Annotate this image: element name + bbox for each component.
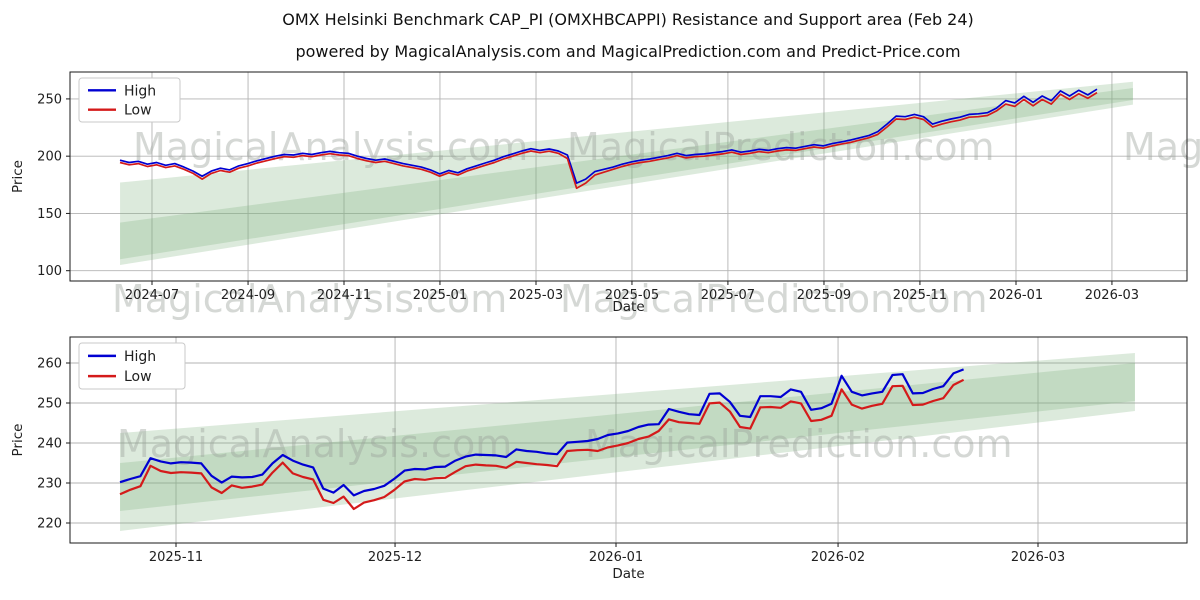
axes-frame [69,71,1188,282]
y-tick-label: 250 [37,397,62,412]
watermark-text: MagicalPrediction.com [585,422,1013,466]
legend: High Low [78,77,181,123]
legend-low-label: Low [124,103,152,119]
high-line [119,88,1098,184]
watermark-text: MagicalAnalysis.com [112,277,507,321]
chart-title: OMX Helsinki Benchmark CAP_PI (OMXHBCAPP… [282,10,974,29]
x-tick-label: 2026-02 [811,550,865,565]
top-chart-foreground: 2024-07 2024-09 2024-11 2025-01 2025-03 2025-… [10,71,1188,315]
watermark-text: MagicalAnalysis.com [117,422,512,466]
x-tick-label: 2026-01 [589,550,643,565]
x-tick-label: 2025-12 [368,550,422,565]
x-tick-label: 2025-05 [605,288,659,303]
legend-high-label: High [124,349,156,365]
x-tick-label: 2024-09 [221,288,275,303]
legend-high-label: High [124,83,156,99]
y-tick-label: 150 [37,207,62,222]
x-tick-label: 2025-11 [893,288,947,303]
y-tick-label: 100 [37,264,62,279]
x-tick-label: 2025-07 [701,288,755,303]
watermark-text: MagicalPrediction.com [560,277,988,321]
watermark-text: MagicalAnalysis.com [1123,125,1200,169]
y-axis-label: Price [10,424,26,457]
y-tick-label: 220 [37,517,62,532]
axes-frame [69,336,1188,544]
high-line [119,368,965,497]
legend-box [78,342,186,390]
y-tick-label: 260 [37,357,62,372]
legend-low-label: Low [124,369,152,385]
legend-box [78,77,181,123]
x-axis-label: Date [612,566,644,582]
x-tick-label: 2024-07 [125,288,179,303]
y-axis-label: Price [10,160,26,193]
x-tick-label: 2025-03 [509,288,563,303]
x-tick-label: 2026-03 [1011,550,1065,565]
y-tick-label: 200 [37,150,62,165]
low-line [119,91,1098,190]
y-tick-label: 230 [37,477,62,492]
x-tick-label: 2025-11 [149,550,203,565]
watermark-text: MagicalPrediction.com [567,125,995,169]
y-tick-label: 250 [37,92,62,107]
x-tick-label: 2025-01 [413,288,467,303]
x-tick-label: 2024-11 [317,288,371,303]
x-tick-label: 2025-09 [797,288,851,303]
legend: High Low [78,342,186,390]
y-tick-label: 240 [37,437,62,452]
x-axis-label: Date [612,299,644,315]
watermark-text: MagicalAnalysis.com [133,125,528,169]
bottom-chart-foreground: 2025-11 2025-12 2026-01 2026-02 2026-03 220 23… [10,336,1188,582]
low-line [119,378,965,511]
resistance-area-band [120,81,1133,260]
x-tick-label: 2026-03 [1085,288,1139,303]
chart-subtitle: powered by MagicalAnalysis.com and Magic… [295,42,961,61]
x-tick-label: 2026-01 [989,288,1043,303]
